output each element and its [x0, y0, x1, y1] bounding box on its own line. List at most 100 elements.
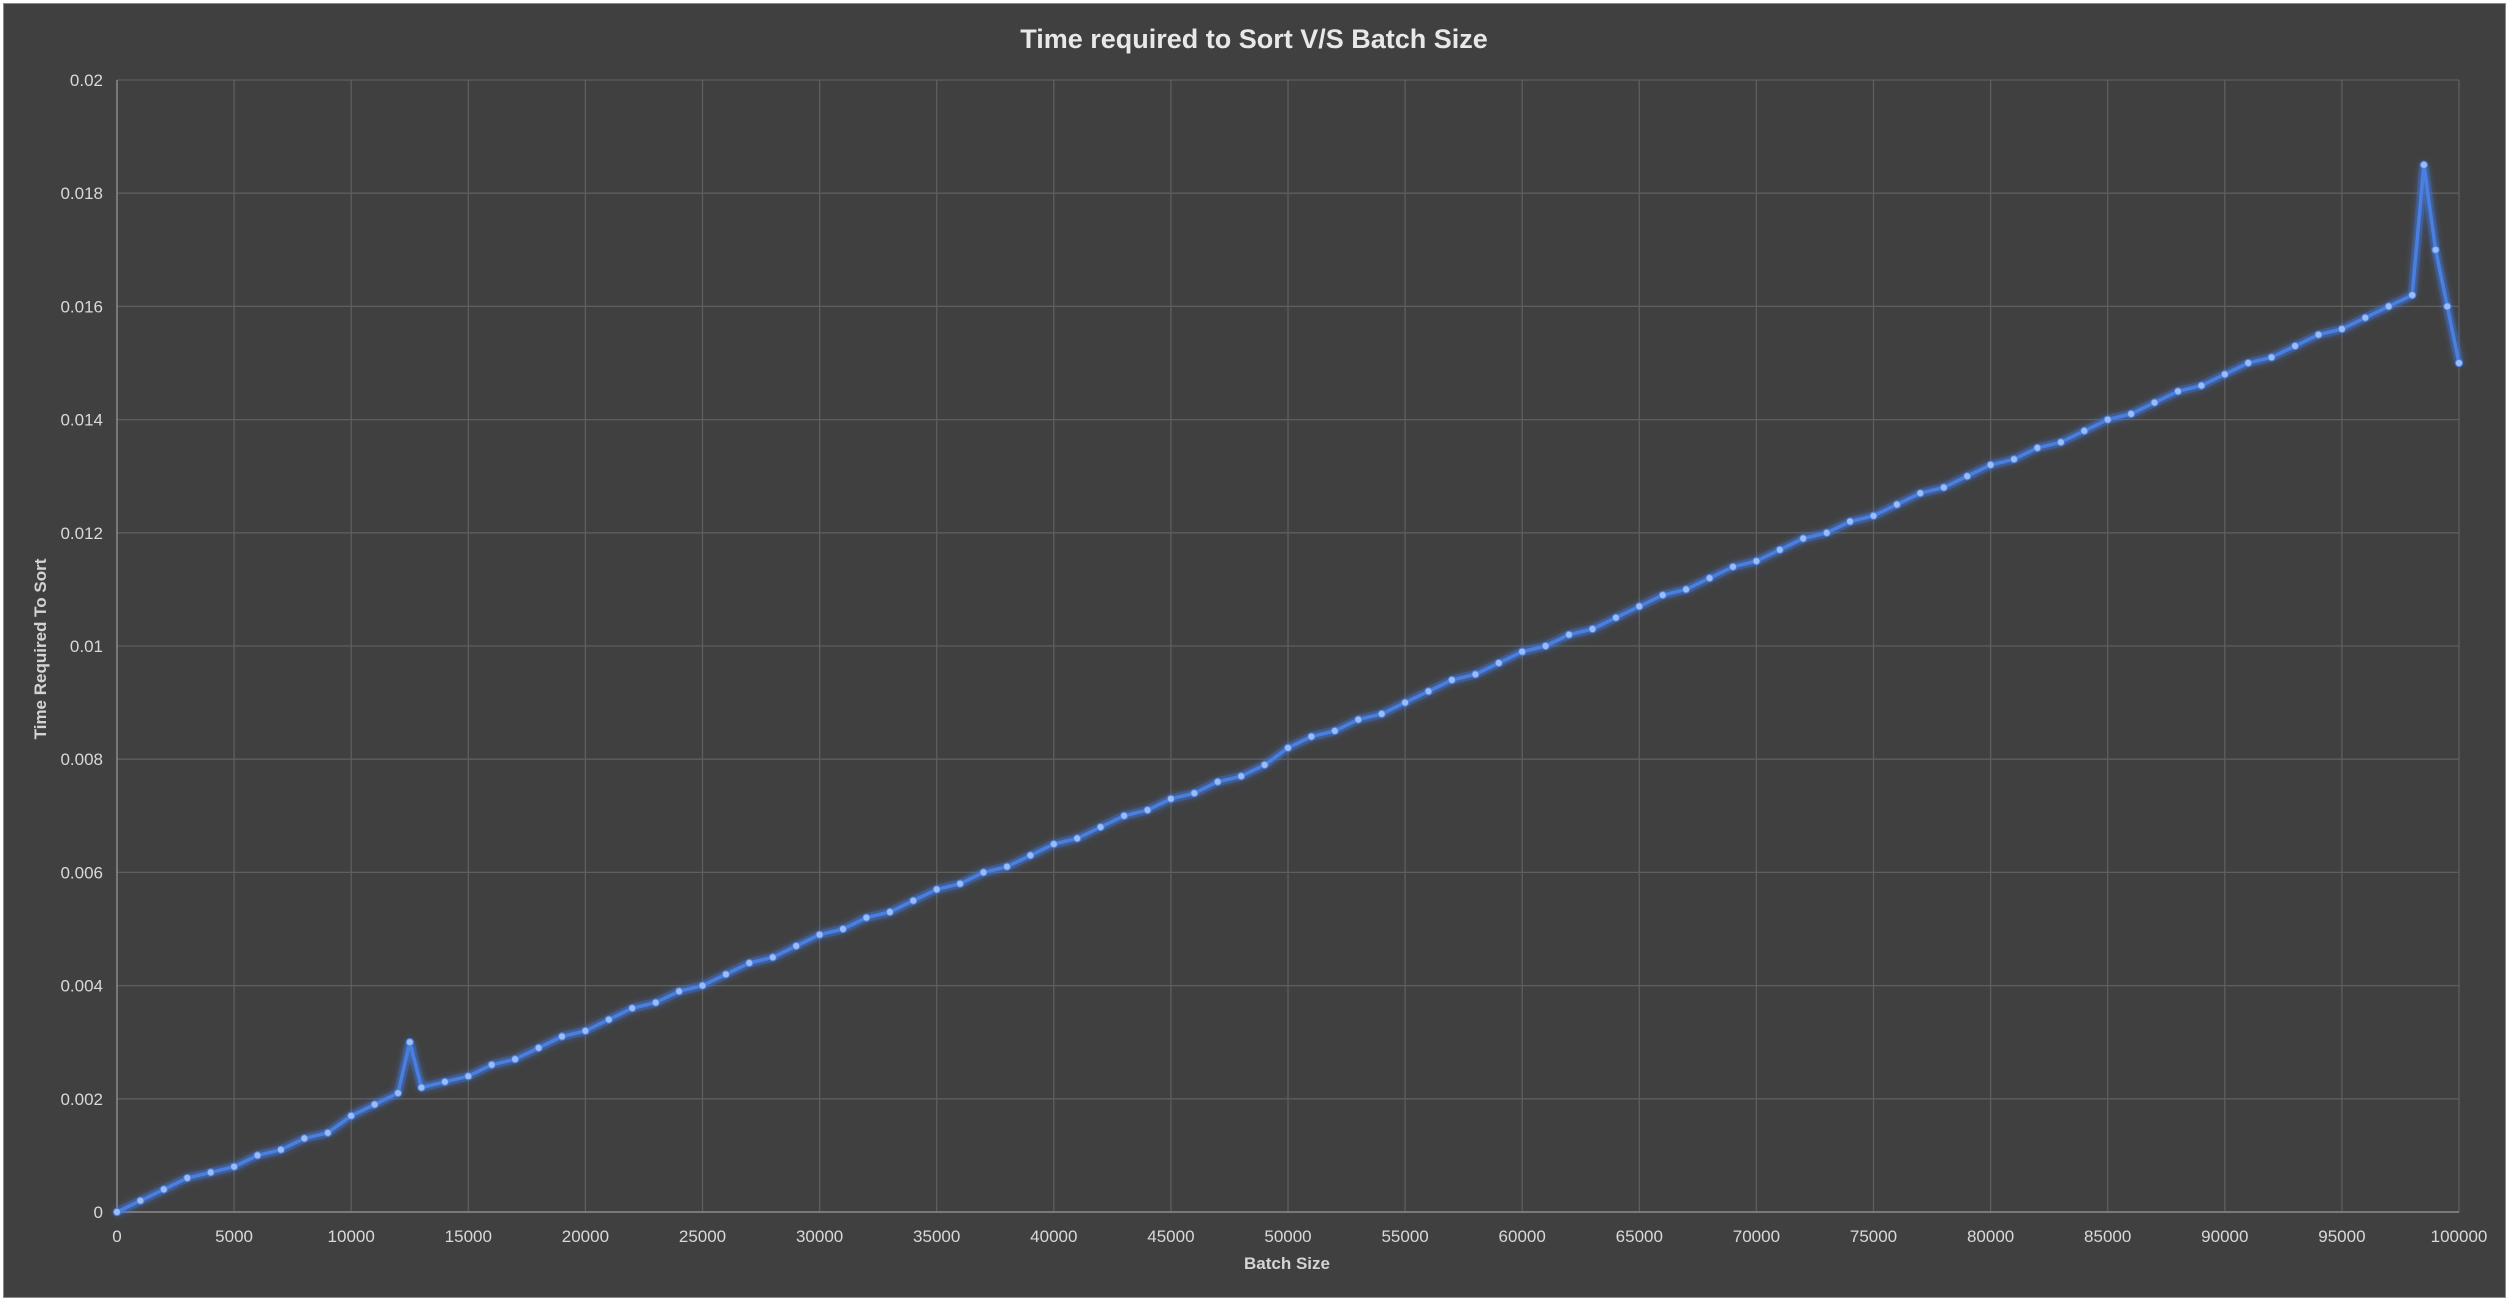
data-point: [2033, 443, 2042, 452]
series-timing: [112, 160, 2464, 1217]
data-point: [909, 896, 918, 905]
data-point: [2408, 291, 2417, 300]
data-point: [838, 924, 848, 934]
data-point: [675, 987, 684, 996]
data-point: [1541, 641, 1550, 651]
data-point: [698, 981, 707, 990]
data-point: [1705, 574, 1714, 583]
x-tick-label: 100000: [2431, 1227, 2488, 1246]
x-tick-label: 50000: [1264, 1227, 1311, 1246]
data-point: [628, 1004, 637, 1013]
data-point: [1611, 613, 1621, 622]
data-point: [862, 913, 871, 922]
x-tick-label: 70000: [1733, 1227, 1780, 1246]
data-point: [2080, 426, 2089, 435]
data-point: [1330, 726, 1339, 736]
x-axis-title: Batch Size: [1244, 1254, 1330, 1273]
data-point: [1283, 743, 1293, 753]
data-point: [1166, 794, 1176, 803]
data-point: [1939, 483, 1948, 492]
data-point: [1120, 811, 1129, 820]
data-point: [1564, 630, 1574, 639]
data-point: [1237, 772, 1246, 781]
x-tick-label: 85000: [2084, 1227, 2131, 1246]
x-tick-label: 45000: [1147, 1227, 1194, 1246]
data-point: [2056, 438, 2065, 447]
data-point: [347, 1111, 356, 1120]
data-point: [792, 941, 801, 951]
data-point: [745, 958, 754, 968]
data-point: [885, 907, 895, 917]
data-point: [2337, 324, 2346, 334]
data-point: [2009, 455, 2019, 464]
data-point: [2361, 313, 2370, 322]
data-point: [464, 1072, 473, 1081]
x-tick-label: 20000: [562, 1227, 609, 1246]
data-point: [1588, 624, 1597, 634]
x-tick-label: 25000: [679, 1227, 726, 1246]
data-point: [2244, 358, 2253, 368]
data-point: [230, 1162, 239, 1171]
data-point: [183, 1173, 192, 1183]
data-point: [1658, 591, 1667, 600]
x-tick-label: 75000: [1850, 1227, 1897, 1246]
data-point: [2127, 409, 2136, 418]
data-point: [393, 1089, 403, 1098]
data-point: [1752, 557, 1761, 566]
data-point: [1073, 834, 1082, 843]
data-point: [1307, 732, 1316, 741]
x-tick-label: 0: [112, 1227, 121, 1246]
data-point: [2314, 330, 2323, 339]
x-tick-label: 95000: [2318, 1227, 2365, 1246]
data-point: [1869, 511, 1878, 520]
y-tick-label: 0: [94, 1203, 103, 1222]
data-point: [1775, 545, 1784, 554]
data-point: [1213, 777, 1222, 786]
data-point: [487, 1060, 496, 1069]
data-point: [511, 1055, 520, 1064]
data-point: [768, 953, 777, 962]
data-point: [1377, 709, 1386, 719]
x-tick-label: 40000: [1030, 1227, 1077, 1246]
data-point: [2150, 398, 2159, 407]
data-point: [1260, 760, 1269, 770]
data-point: [2197, 381, 2206, 390]
x-tick-label: 80000: [1967, 1227, 2014, 1246]
data-point: [417, 1083, 426, 1092]
data-point: [1190, 789, 1199, 798]
y-tick-label: 0.002: [60, 1090, 103, 1109]
data-point: [1916, 489, 1925, 498]
data-point: [2220, 370, 2229, 379]
data-point: [112, 1207, 122, 1217]
data-point: [2431, 245, 2440, 254]
data-point: [651, 998, 660, 1007]
data-point: [2173, 387, 2183, 396]
x-tick-label: 10000: [328, 1227, 375, 1246]
y-tick-label: 0.01: [70, 637, 103, 656]
data-point: [1892, 500, 1902, 509]
data-point: [1424, 687, 1433, 696]
line-chart: Time required to Sort V/S Batch Size 0 50…: [31, 24, 2487, 1273]
data-point: [1682, 585, 1691, 594]
x-tick-label: 5000: [215, 1227, 253, 1246]
x-tick-label: 35000: [913, 1227, 960, 1246]
data-point: [2384, 302, 2393, 311]
data-point: [1846, 517, 1855, 526]
chart-title: Time required to Sort V/S Batch Size: [1020, 24, 1488, 54]
x-axis-tick-labels: 0 5000 10000 15000 20000 25000 30000 35000 40000…: [112, 1227, 2487, 1246]
y-tick-label: 0.02: [70, 71, 103, 90]
data-point: [159, 1185, 168, 1194]
data-point: [1963, 472, 1972, 481]
data-point: [1447, 675, 1457, 685]
x-tick-label: 60000: [1499, 1227, 1546, 1246]
data-point: [1002, 862, 1012, 871]
data-point: [370, 1100, 379, 1109]
data-point: [1635, 602, 1644, 611]
x-tick-label: 55000: [1381, 1227, 1428, 1246]
data-point: [440, 1077, 449, 1086]
x-tick-label: 30000: [796, 1227, 843, 1246]
x-tick-label: 90000: [2201, 1227, 2248, 1246]
data-point: [1096, 823, 1105, 832]
y-tick-label: 0.004: [60, 977, 103, 996]
data-point: [1049, 840, 1058, 849]
